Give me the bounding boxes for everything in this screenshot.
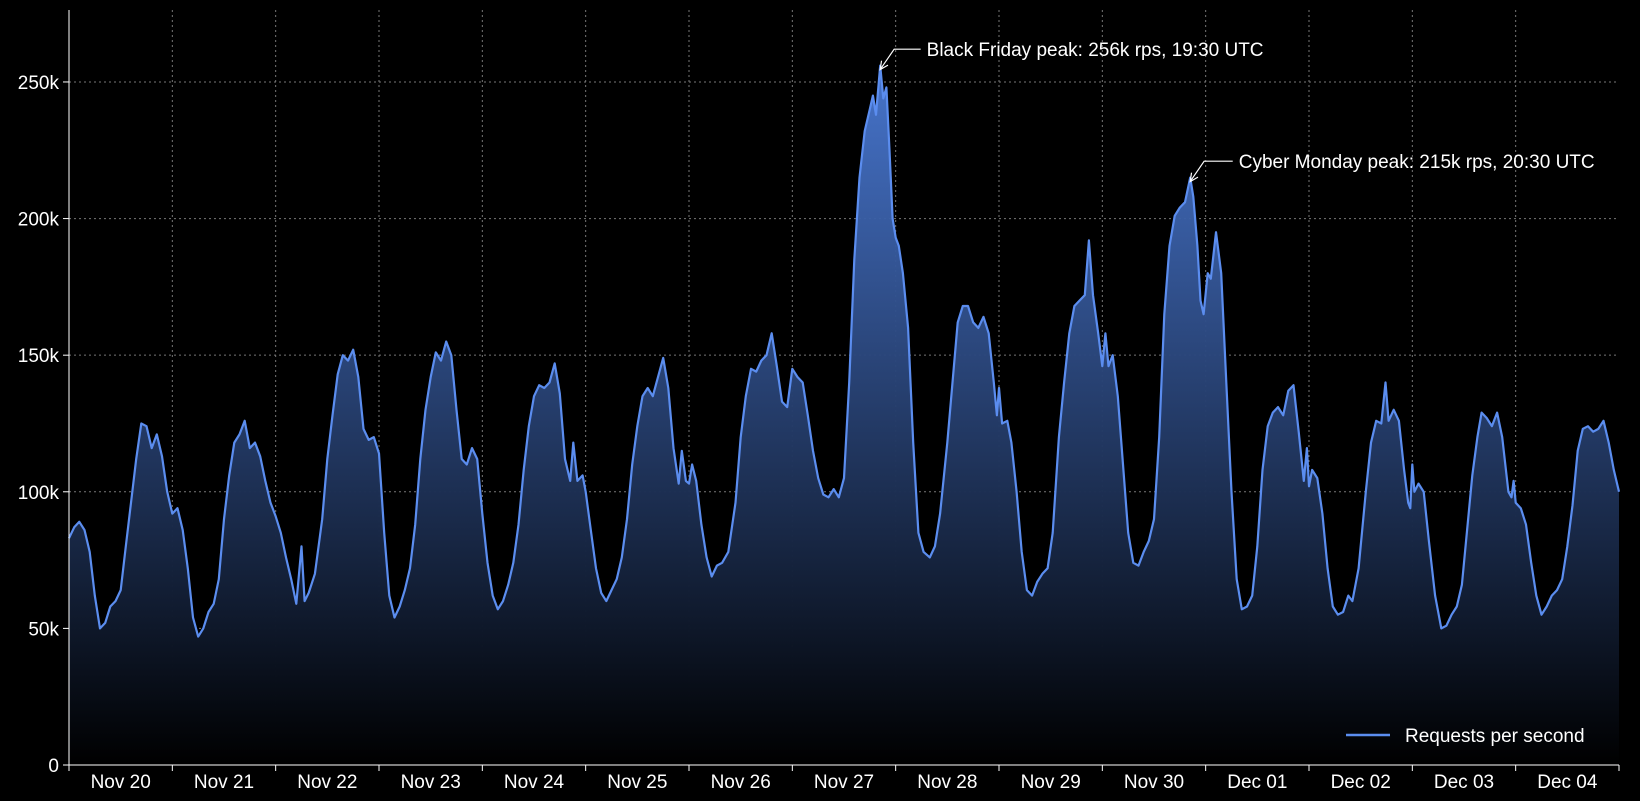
- x-tick-label: Nov 24: [504, 772, 565, 793]
- grid: [68, 10, 1619, 765]
- y-tick-label: 250k: [18, 73, 60, 94]
- x-tick-label: Nov 21: [194, 772, 254, 793]
- x-tick-label: Nov 26: [711, 772, 771, 793]
- x-tick-label: Nov 28: [917, 772, 977, 793]
- series-fill: [69, 65, 1619, 766]
- annotation-leader: [1189, 160, 1233, 182]
- series-area: [68, 64, 1621, 766]
- x-tick-label: Dec 03: [1434, 772, 1494, 793]
- x-tick-label: Nov 29: [1021, 772, 1081, 793]
- annotations: Black Friday peak: 256k rps, 19:30 UTC Cy…: [879, 40, 1595, 183]
- legend-label-requests: Requests per second: [1405, 726, 1585, 747]
- annotation-black-friday: Black Friday peak: 256k rps, 19:30 UTC: [927, 40, 1264, 61]
- series-line-requests: [68, 64, 1621, 638]
- annotation-cyber-monday: Cyber Monday peak: 215k rps, 20:30 UTC: [1239, 152, 1595, 173]
- y-tick-label: 150k: [18, 346, 60, 367]
- x-tick-label: Nov 27: [814, 772, 874, 793]
- x-tick-label: Dec 04: [1537, 772, 1598, 793]
- x-tick-label: Nov 20: [91, 772, 151, 793]
- y-tick-label: 100k: [18, 483, 60, 504]
- x-tick-label: Nov 23: [401, 772, 461, 793]
- annotation-arrowhead: [1189, 172, 1199, 183]
- y-tick-label: 0: [48, 756, 59, 777]
- y-tick-label: 50k: [28, 619, 59, 640]
- x-tick-label: Nov 22: [297, 772, 357, 793]
- x-tick-label: Nov 25: [607, 772, 667, 793]
- x-tick-label: Nov 30: [1124, 772, 1184, 793]
- annotation-arrowhead: [879, 60, 889, 71]
- x-tick-label: Dec 02: [1331, 772, 1391, 793]
- axes: 0 50k 100k 150k 200k 250k Nov 20 Nov 21 Nov 22 No…: [18, 10, 1620, 793]
- y-tick-label: 200k: [18, 210, 60, 231]
- x-tick-label: Dec 01: [1227, 772, 1287, 793]
- annotation-leader: [879, 48, 921, 70]
- legend: Requests per second: [1346, 726, 1585, 747]
